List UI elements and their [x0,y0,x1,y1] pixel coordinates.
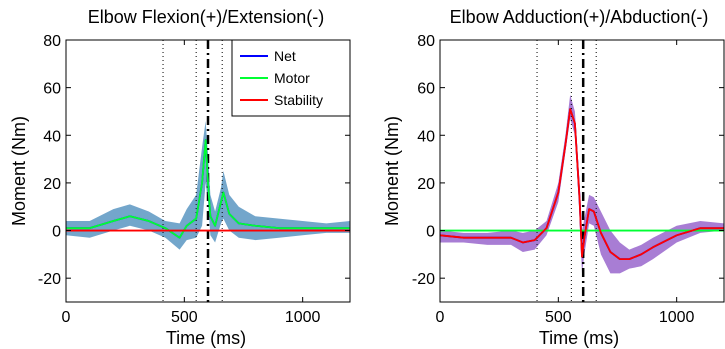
x-axis-label: Time (ms) [166,328,246,348]
flexion-extension-panel: Elbow Flexion(+)/Extension(-) Time (ms) … [9,7,351,348]
x-tick-label: 0 [62,309,71,326]
y-tick-label: 40 [43,128,61,145]
legend-label: Stability [274,92,323,108]
y-axis-label: Moment (Nm) [9,116,29,226]
series-stability-line [440,108,724,261]
y-tick-label: 60 [43,81,61,98]
legend-label: Motor [274,70,310,86]
x-axis-label: Time (ms) [539,328,619,348]
adduction-abduction-panel: Elbow Adduction(+)/Abduction(-) Time (ms… [382,7,725,348]
axes-box [439,39,725,303]
series-motor-line [66,139,350,239]
x-tick-label: 500 [545,309,572,326]
x-tick-label: 0 [436,309,445,326]
y-tick-label: 0 [52,224,61,241]
x-tick-label: 500 [171,309,198,326]
y-tick-label: -20 [38,271,61,288]
plot-area [440,40,724,302]
y-tick-label: -20 [412,271,435,288]
axes-box [65,39,351,303]
y-tick-label: 0 [426,224,435,241]
x-tick-label: 1000 [659,309,695,326]
panel-title: Elbow Flexion(+)/Extension(-) [88,7,325,27]
x-tick-label: 1000 [285,309,321,326]
y-tick-label: 20 [417,176,435,193]
y-tick-label: 20 [43,176,61,193]
legend: Net Motor Stability [231,39,351,117]
panel-title: Elbow Adduction(+)/Abduction(-) [450,7,709,27]
plot-area [66,40,350,302]
y-tick-label: 40 [417,128,435,145]
y-axis-label: Moment (Nm) [382,116,402,226]
y-tick-label: 80 [43,33,61,50]
y-tick-label: 60 [417,81,435,98]
legend-label: Net [274,48,296,64]
y-tick-label: 80 [417,33,435,50]
